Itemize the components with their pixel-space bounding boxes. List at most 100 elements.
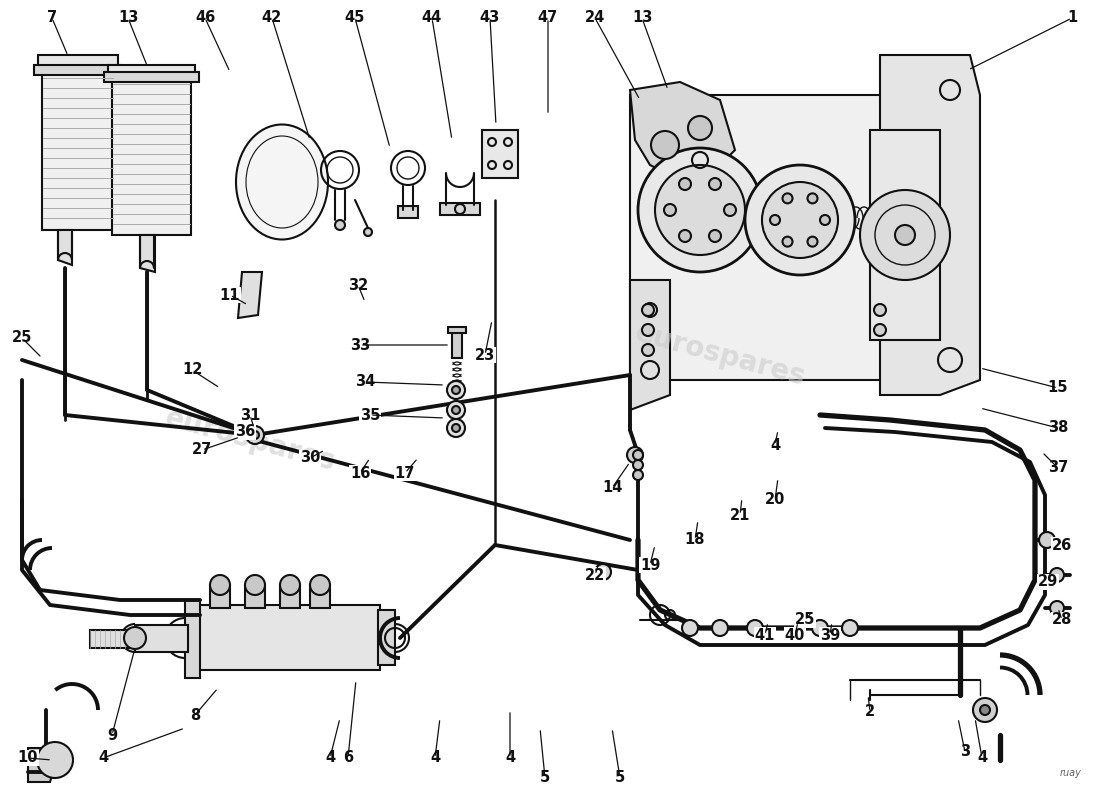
- Text: 14: 14: [602, 481, 623, 495]
- Text: 13: 13: [118, 10, 139, 26]
- Polygon shape: [210, 585, 230, 608]
- Polygon shape: [34, 65, 122, 75]
- Text: 8: 8: [190, 707, 200, 722]
- Text: 4: 4: [977, 750, 987, 766]
- Text: 44: 44: [422, 10, 442, 26]
- Text: 23: 23: [475, 347, 495, 362]
- Circle shape: [654, 165, 745, 255]
- Circle shape: [664, 204, 676, 216]
- Text: 25: 25: [12, 330, 32, 346]
- Circle shape: [364, 228, 372, 236]
- Polygon shape: [630, 95, 940, 380]
- Polygon shape: [140, 235, 155, 272]
- Polygon shape: [104, 72, 199, 82]
- Text: 39: 39: [820, 627, 840, 642]
- Text: 40: 40: [784, 627, 805, 642]
- Circle shape: [632, 470, 644, 480]
- Circle shape: [974, 698, 997, 722]
- Polygon shape: [112, 78, 191, 235]
- Circle shape: [642, 344, 654, 356]
- Text: 46: 46: [195, 10, 216, 26]
- Text: eurospares: eurospares: [162, 404, 339, 476]
- Polygon shape: [280, 585, 300, 608]
- Polygon shape: [42, 72, 114, 230]
- Circle shape: [627, 447, 644, 463]
- Polygon shape: [135, 625, 188, 652]
- Text: 5: 5: [540, 770, 550, 786]
- Circle shape: [310, 575, 330, 595]
- Circle shape: [762, 182, 838, 258]
- Circle shape: [280, 575, 300, 595]
- Text: 47: 47: [538, 10, 558, 26]
- Polygon shape: [245, 585, 265, 608]
- Text: 42: 42: [262, 10, 282, 26]
- Circle shape: [246, 426, 264, 444]
- Polygon shape: [108, 65, 195, 78]
- Text: eurospares: eurospares: [631, 318, 808, 391]
- Circle shape: [682, 620, 698, 636]
- Text: 4: 4: [324, 750, 336, 766]
- Circle shape: [679, 178, 691, 190]
- Text: 29: 29: [1038, 574, 1058, 590]
- Polygon shape: [440, 203, 480, 215]
- Polygon shape: [448, 327, 466, 333]
- Circle shape: [452, 386, 460, 394]
- Circle shape: [37, 742, 73, 778]
- Circle shape: [452, 424, 460, 432]
- Text: 15: 15: [1047, 381, 1068, 395]
- Polygon shape: [880, 55, 980, 395]
- Text: 38: 38: [1048, 421, 1068, 435]
- Circle shape: [447, 381, 465, 399]
- Text: 34: 34: [355, 374, 375, 390]
- Polygon shape: [90, 630, 138, 648]
- Circle shape: [820, 215, 830, 225]
- Polygon shape: [378, 610, 395, 665]
- Polygon shape: [398, 206, 418, 218]
- Circle shape: [807, 237, 817, 246]
- Text: 21: 21: [729, 507, 750, 522]
- Circle shape: [336, 220, 345, 230]
- Circle shape: [710, 178, 720, 190]
- Text: 16: 16: [350, 466, 371, 481]
- Text: 35: 35: [360, 407, 381, 422]
- Polygon shape: [238, 272, 262, 318]
- Circle shape: [1050, 601, 1064, 615]
- Text: 28: 28: [1052, 613, 1072, 627]
- Text: 18: 18: [684, 533, 705, 547]
- Polygon shape: [630, 82, 735, 180]
- Text: 26: 26: [1052, 538, 1072, 553]
- Text: 41: 41: [755, 627, 775, 642]
- Text: 24: 24: [585, 10, 605, 26]
- Circle shape: [1050, 568, 1064, 582]
- Text: 19: 19: [640, 558, 660, 573]
- Text: 27: 27: [191, 442, 212, 458]
- Text: 22: 22: [585, 567, 605, 582]
- Circle shape: [747, 620, 763, 636]
- Circle shape: [124, 627, 146, 649]
- Polygon shape: [482, 130, 518, 178]
- Circle shape: [712, 620, 728, 636]
- Text: 13: 13: [631, 10, 652, 26]
- Text: 4: 4: [98, 750, 108, 766]
- Text: 31: 31: [240, 407, 261, 422]
- Text: 36: 36: [235, 425, 255, 439]
- Text: 6: 6: [343, 750, 353, 766]
- Text: 10: 10: [18, 750, 38, 766]
- Text: 30: 30: [300, 450, 320, 466]
- Polygon shape: [28, 748, 55, 782]
- Circle shape: [447, 419, 465, 437]
- Circle shape: [595, 564, 610, 580]
- Circle shape: [632, 460, 644, 470]
- Circle shape: [632, 450, 644, 460]
- Text: 2: 2: [865, 705, 876, 719]
- Circle shape: [842, 620, 858, 636]
- Polygon shape: [195, 605, 380, 670]
- Circle shape: [651, 131, 679, 159]
- Text: 12: 12: [182, 362, 202, 378]
- Circle shape: [745, 165, 855, 275]
- Text: 32: 32: [348, 278, 369, 293]
- Text: 4: 4: [430, 750, 440, 766]
- Text: 3: 3: [960, 745, 970, 759]
- Circle shape: [210, 575, 230, 595]
- Circle shape: [724, 204, 736, 216]
